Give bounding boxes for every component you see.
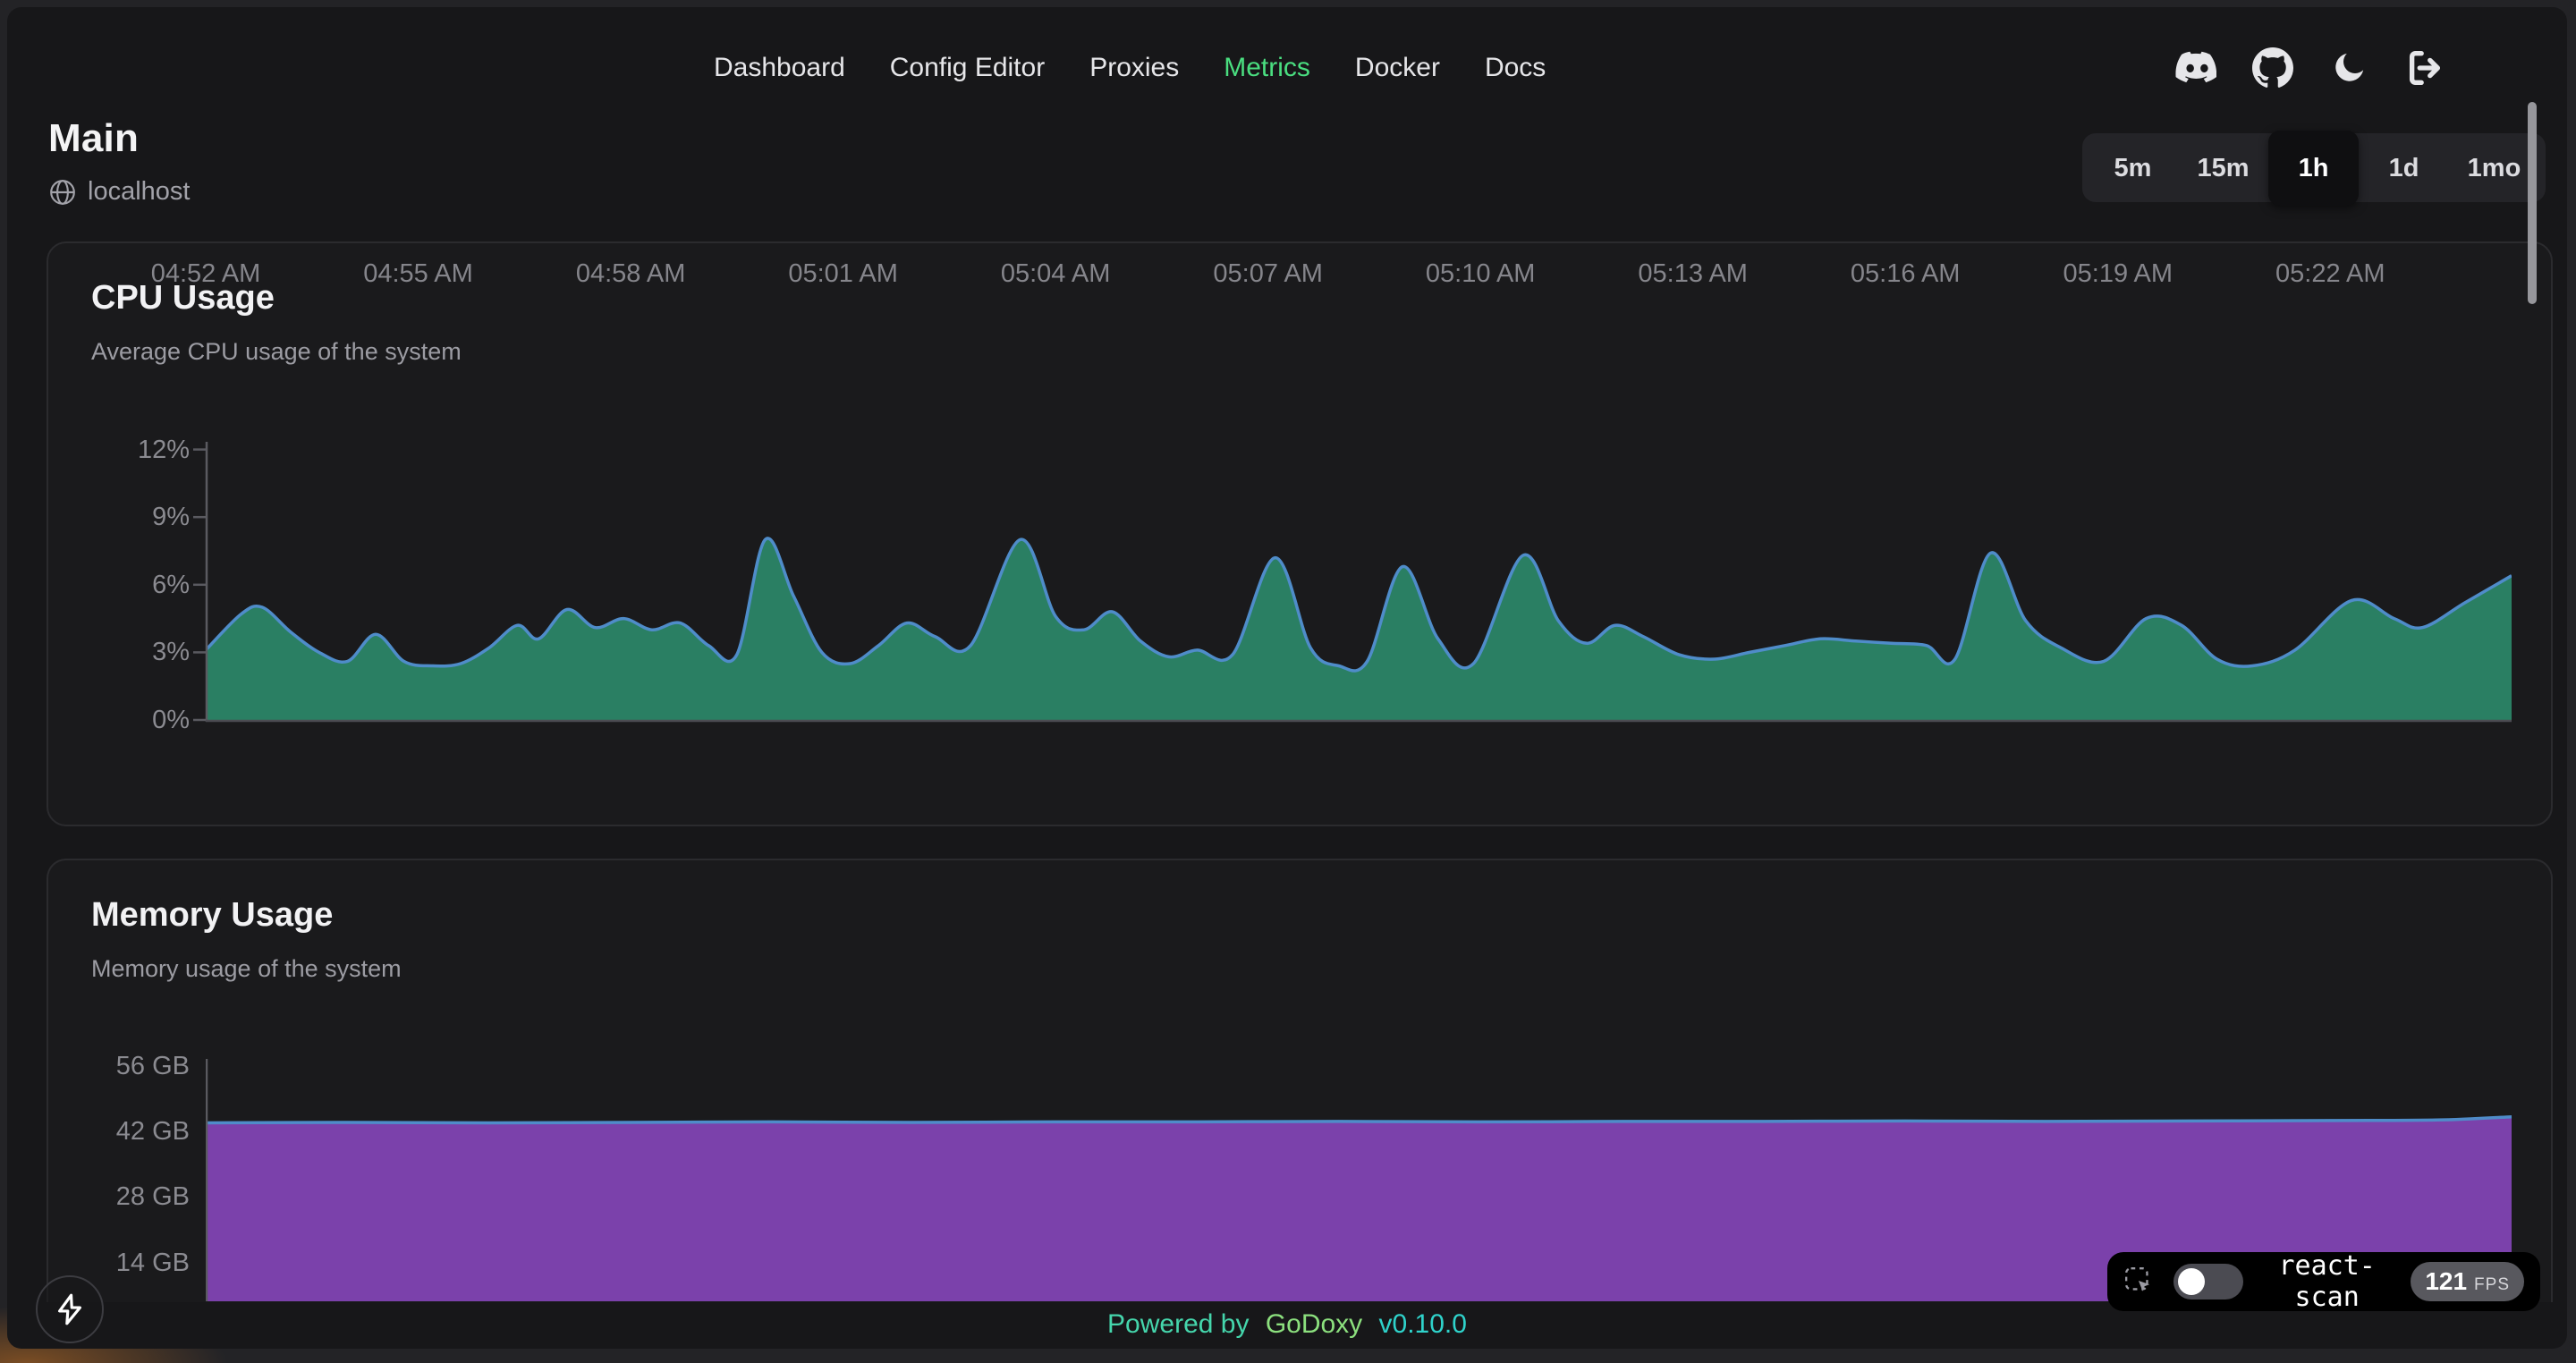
- x-axis-tick-label: 05:01 AM: [788, 259, 898, 288]
- y-axis-tick-label: 0%: [152, 706, 190, 734]
- discord-button[interactable]: [2175, 51, 2216, 85]
- inspect-element-button[interactable]: [2123, 1266, 2156, 1298]
- app-footer: Powered by GoDoxy v0.10.0: [7, 1309, 2567, 1340]
- quick-actions-button[interactable]: [36, 1275, 104, 1343]
- time-range-option-15m[interactable]: 15m: [2197, 153, 2250, 182]
- lightning-bolt-icon: [58, 1293, 81, 1325]
- y-axis-tick-label: 28 GB: [115, 1182, 190, 1212]
- fps-value: 121: [2425, 1267, 2468, 1295]
- theme-toggle-button[interactable]: [2329, 48, 2368, 88]
- nav-item-dashboard[interactable]: Dashboard: [714, 53, 845, 82]
- x-axis-tick-label: 04:52 AM: [150, 259, 261, 288]
- cpu-y-axis-labels: 0% 3% 6% 9% 12%: [48, 429, 206, 734]
- y-axis-tick-label: 42 GB: [115, 1116, 190, 1146]
- y-axis-tick-label: 56 GB: [115, 1051, 190, 1080]
- main-nav: Dashboard Config Editor Proxies Metrics Dock…: [714, 7, 1546, 129]
- react-scan-label: react-scan: [2278, 1250, 2376, 1313]
- host-label: localhost: [88, 177, 191, 206]
- time-range-option-5m[interactable]: 5m: [2114, 153, 2152, 182]
- x-axis-tick-label: 05:07 AM: [1213, 259, 1323, 288]
- powered-by-text: Powered by: [1107, 1309, 1250, 1339]
- memory-usage-card: Memory Usage Memory usage of the system …: [47, 859, 2553, 1302]
- time-range-option-1h[interactable]: 1h: [2268, 130, 2359, 206]
- discord-icon: [2175, 51, 2216, 83]
- nav-item-docker[interactable]: Docker: [1354, 53, 1440, 82]
- y-axis-tick-label: 9%: [152, 503, 190, 532]
- memory-card-title: Memory Usage: [91, 896, 334, 934]
- x-axis-tick-label: 05:16 AM: [1850, 259, 1961, 288]
- time-range-selector: 5m 15m 1h 1d 1mo: [2082, 130, 2546, 206]
- cpu-card-title: CPU Usage: [91, 279, 275, 317]
- page-title: Main: [48, 116, 140, 160]
- x-axis-tick-label: 04:55 AM: [363, 259, 473, 288]
- x-axis-tick-label: 05:19 AM: [2063, 259, 2174, 288]
- cpu-chart-area[interactable]: [193, 429, 2512, 728]
- toggle-knob: [2178, 1268, 2205, 1295]
- logout-icon: [2409, 51, 2441, 85]
- x-axis-tick-label: 05:04 AM: [1000, 259, 1111, 288]
- fps-badge: 121 FPS: [2411, 1262, 2524, 1301]
- version-label: v0.10.0: [1378, 1309, 1467, 1339]
- logout-button[interactable]: [2404, 47, 2445, 89]
- memory-chart-area[interactable]: [206, 1046, 2512, 1301]
- cpu-usage-card: CPU Usage Average CPU usage of the syste…: [47, 241, 2553, 826]
- host-row: localhost: [48, 177, 190, 207]
- x-axis-tick-label: 04:58 AM: [575, 259, 686, 288]
- y-axis-tick-label: 6%: [152, 570, 190, 599]
- nav-item-config-editor[interactable]: Config Editor: [889, 53, 1046, 82]
- inspect-icon: [2125, 1267, 2150, 1291]
- y-axis-tick-label: 12%: [137, 435, 190, 464]
- moon-icon: [2335, 53, 2364, 81]
- memory-card-subtitle: Memory usage of the system: [91, 955, 402, 982]
- globe-icon: [50, 179, 75, 205]
- github-icon: [2252, 47, 2293, 88]
- y-axis-tick-label: 3%: [152, 638, 190, 667]
- header-icon-buttons: [2175, 7, 2445, 129]
- app-window: Dashboard Config Editor Proxies Metrics Dock…: [7, 7, 2567, 1349]
- time-range-option-1d[interactable]: 1d: [2388, 153, 2419, 182]
- x-axis-tick-label: 05:13 AM: [1638, 259, 1748, 288]
- nav-item-metrics[interactable]: Metrics: [1224, 53, 1310, 82]
- github-button[interactable]: [2252, 47, 2293, 89]
- fps-unit: FPS: [2474, 1275, 2510, 1294]
- react-scan-toggle[interactable]: [2174, 1264, 2243, 1300]
- godoxy-link[interactable]: GoDoxy: [1265, 1309, 1363, 1339]
- memory-y-axis-labels: 14 GB 28 GB 42 GB 56 GB: [48, 1046, 206, 1301]
- react-scan-toolbar[interactable]: react-scan 121 FPS: [2107, 1250, 2540, 1313]
- scrollbar-thumb[interactable]: [2528, 102, 2537, 304]
- cpu-card-subtitle: Average CPU usage of the system: [91, 338, 462, 365]
- x-axis-tick-label: 05:10 AM: [1425, 259, 1536, 288]
- x-axis-tick-label: 05:22 AM: [2275, 259, 2385, 288]
- cpu-x-axis-labels: 04:52 AM 04:55 AM 04:58 AM 05:01 AM 05:04 AM…: [151, 256, 2512, 295]
- top-navigation-bar: Dashboard Config Editor Proxies Metrics Dock…: [7, 7, 2567, 129]
- nav-item-proxies[interactable]: Proxies: [1089, 53, 1180, 82]
- y-axis-tick-label: 14 GB: [115, 1248, 190, 1277]
- time-range-option-1mo[interactable]: 1mo: [2467, 153, 2521, 182]
- nav-item-docs[interactable]: Docs: [1484, 53, 1546, 82]
